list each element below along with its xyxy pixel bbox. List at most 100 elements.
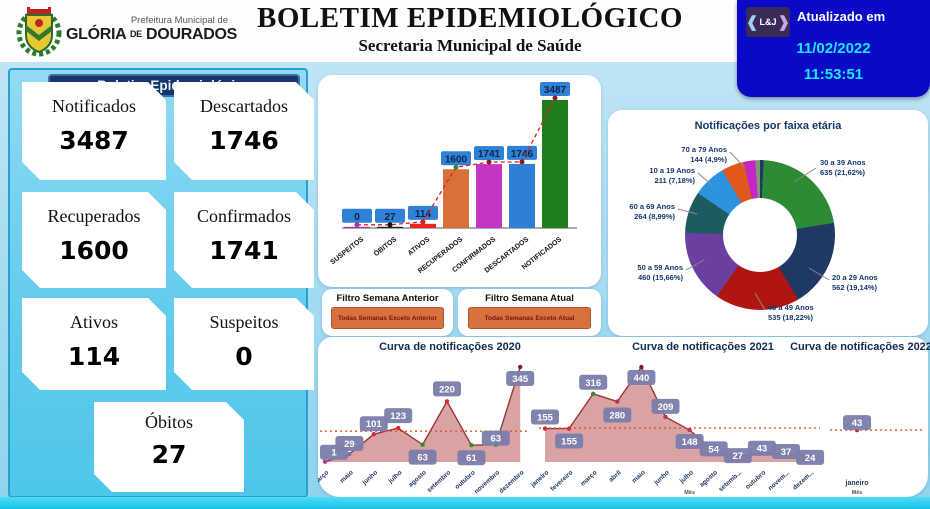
stat-value: 3487 <box>59 126 129 155</box>
bar-value-box <box>441 151 471 166</box>
x-axis-title: Mês <box>852 490 863 496</box>
bar-value-box <box>474 146 504 161</box>
curve-area[interactable] <box>325 367 521 462</box>
org-prefix: Prefeitura Municipal de <box>130 15 228 26</box>
curve-point <box>396 425 401 431</box>
donut-slice-label: 20 a 29 Anos 562 (19,14%) <box>832 273 878 292</box>
trend-dot <box>420 219 426 225</box>
month-label: agosto <box>699 469 720 488</box>
curve-point <box>371 431 376 437</box>
month-label: maio <box>631 469 647 484</box>
bar-NOTIFICADOS[interactable] <box>542 100 568 228</box>
bar-CONFIRMADOS[interactable] <box>476 164 502 228</box>
bar-ATIVOS[interactable] <box>410 223 436 228</box>
trend-dot <box>387 222 393 228</box>
month-label: janeiro <box>529 469 550 489</box>
curve-value-box <box>747 440 776 456</box>
filter-current-week-title: Filtro Semana Atual <box>485 293 574 304</box>
stat-label: Descartados <box>200 96 288 116</box>
curve-area[interactable] <box>545 367 811 462</box>
curve-value-label: 101 <box>366 419 383 430</box>
curve-value-label: 220 <box>439 384 455 395</box>
bar-value-box <box>540 82 570 96</box>
donut-slice-label: 60 a 69 Anos 264 (8,99%) <box>629 202 675 221</box>
curve-value-label: 54 <box>708 444 719 455</box>
curve-value-box <box>699 441 728 457</box>
stat-card-obitos: Óbitos 27 <box>94 402 244 492</box>
bar-value-box <box>375 208 405 223</box>
notification-curves-card: Curva de notificações 2020 Curva de noti… <box>318 337 930 497</box>
bottom-accent-strip <box>0 497 930 509</box>
curve-value-box <box>579 374 608 390</box>
curve-value-box <box>627 370 656 385</box>
summary-bar-chart[interactable]: 0SUSPEITOS27ÓBITOS114ATIVOS1600RECUPERAD… <box>318 75 601 287</box>
curve-point <box>518 364 523 370</box>
lj-logo-text: L&J <box>759 17 777 27</box>
bar-RECUPERADOS[interactable] <box>443 169 469 228</box>
curve-value-box <box>335 436 364 452</box>
filter-previous-week-card: Filtro Semana Anterior Todas Semanas Exc… <box>322 289 453 336</box>
bar-DESCARTADOS[interactable] <box>509 163 535 228</box>
stat-card-notificados: Notificados 3487 <box>22 82 166 180</box>
curve-value-box <box>408 449 437 465</box>
donut-slice-label: 10 a 19 Anos 211 (7,18%) <box>649 166 695 185</box>
month-label: setemb... <box>718 469 744 493</box>
bar-ÓBITOS[interactable] <box>377 226 403 228</box>
bar-SUSPEITOS[interactable] <box>344 226 370 228</box>
page-subtitle: Secretaria Municipal de Saúde <box>358 36 582 55</box>
curve-point <box>542 426 548 431</box>
curve-value-box <box>603 407 632 423</box>
curve-value-label: 61 <box>466 453 477 464</box>
summary-bar-chart-card: 0 SUSPEITOS 27 ÓBITOS 114 ATIVOS 1600 RECUPERAD… <box>318 75 601 287</box>
curve-value-box <box>457 450 486 466</box>
month-label: fevereiro <box>549 469 574 493</box>
stat-label: Recuperados <box>47 206 141 226</box>
bar-value-label: 0 <box>354 212 360 223</box>
month-label: julho <box>387 469 404 485</box>
trend-dot <box>354 222 360 228</box>
stat-value: 1746 <box>209 126 279 155</box>
stat-card-suspeitos: Suspeitos 0 <box>174 298 314 390</box>
curve-point <box>663 414 668 420</box>
curve-value-label: 1 <box>331 448 337 459</box>
curve-point <box>639 364 644 370</box>
month-label: novembro <box>473 469 501 495</box>
curve-point <box>469 443 474 448</box>
city-coat-of-arms-icon <box>16 7 62 57</box>
lj-logo: ❰ L&J ❱ <box>746 7 790 37</box>
curve-value-label: 63 <box>417 453 428 464</box>
month-label: junho <box>361 469 380 487</box>
notification-curves-chart[interactable]: 1 29 101 123 63 220 61 63 345 março maio junho julho… <box>318 337 928 497</box>
donut-hole <box>723 198 797 272</box>
donut-slice-label: 70 a 79 Anos 144 (4,9%) <box>681 145 727 164</box>
stat-value: 1741 <box>209 236 279 265</box>
month-label: dezembro <box>498 469 526 495</box>
month-label: novem... <box>767 469 791 492</box>
curve-value-box <box>531 409 559 425</box>
organization-name: Prefeitura Municipal de GLÓRIA DE DOURAD… <box>66 15 237 44</box>
chevron-left-icon: ❰ <box>745 13 759 31</box>
curve-value-box <box>796 449 825 465</box>
filter-previous-week-button[interactable]: Todas Semanas Exceto Anterior <box>331 307 444 329</box>
month-label: março <box>318 469 330 487</box>
stat-label: Confirmados <box>197 206 291 226</box>
curve-point <box>591 391 596 396</box>
updated-label: Atualizado em <box>797 9 886 24</box>
bar-value-box <box>507 145 537 160</box>
curve-point <box>347 451 352 457</box>
curve-2022-title: Curva de notificações 2022 <box>790 341 930 353</box>
donut-title: Notificações por faixa etária <box>694 120 842 132</box>
curve-value-label: 280 <box>609 411 625 422</box>
curve-point <box>420 442 425 447</box>
donut-slice-label: 30 a 39 Anos 635 (21,62%) <box>820 158 866 177</box>
curve-point <box>566 426 572 431</box>
trend-dot <box>486 159 492 165</box>
curve-value-box <box>843 415 871 431</box>
age-distribution-card: Notificações por faixa etária 30 a 39 An… <box>608 110 928 336</box>
curve-2020-title: Curva de notificações 2020 <box>379 341 521 353</box>
filter-current-week-button[interactable]: Todas Semanas Exceto Atual <box>468 307 591 329</box>
month-label: setembro <box>426 469 452 494</box>
month-label: janeiro <box>845 480 869 487</box>
bar-value-label: 1741 <box>478 149 501 160</box>
x-axis-title: Mês <box>684 490 695 496</box>
